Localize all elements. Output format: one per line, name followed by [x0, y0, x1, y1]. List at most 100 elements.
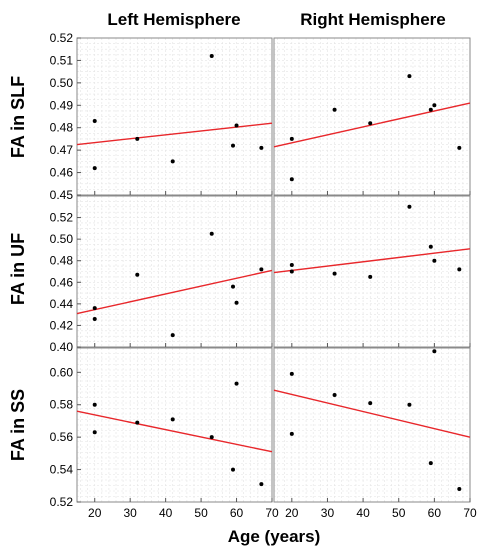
- panel-1-2: [273, 37, 471, 196]
- data-point: [209, 231, 214, 236]
- data-point: [170, 417, 175, 422]
- data-point: [332, 271, 337, 276]
- y-tick-label: 0.49: [50, 98, 74, 112]
- data-point: [92, 402, 97, 407]
- data-point: [170, 333, 175, 338]
- data-point: [428, 461, 433, 466]
- y-tick-label: 0.58: [50, 398, 74, 412]
- data-point: [432, 349, 437, 354]
- data-point: [289, 177, 294, 182]
- panel-frame: [76, 195, 273, 348]
- panel-2-2: [273, 195, 471, 348]
- data-point: [407, 74, 412, 79]
- data-point: [407, 402, 412, 407]
- panel-3-2: 20 30 40 50 60 70: [273, 347, 477, 520]
- data-point: [368, 401, 373, 406]
- data-point: [457, 267, 462, 272]
- x-tick-label: 60: [230, 506, 244, 520]
- data-point: [135, 272, 140, 277]
- data-point: [368, 274, 373, 279]
- y-tick-label: 0.54: [50, 463, 74, 477]
- panel-frame: [273, 347, 471, 503]
- x-tick-label: 30: [321, 506, 335, 520]
- data-point: [368, 121, 373, 126]
- data-point: [259, 267, 264, 272]
- data-point: [92, 118, 97, 123]
- data-point: [432, 103, 437, 108]
- data-point: [92, 316, 97, 321]
- y-tick-label: 0.44: [50, 297, 74, 311]
- data-point: [407, 204, 412, 209]
- row-title-ss: FA in SS: [8, 389, 28, 461]
- data-point: [231, 467, 235, 472]
- data-point: [289, 371, 294, 376]
- data-point: [135, 420, 140, 425]
- regression-line: [76, 269, 273, 315]
- col-title-right: Right Hemisphere: [300, 10, 445, 29]
- data-point: [428, 107, 433, 112]
- data-point: [289, 431, 294, 436]
- data-point: [332, 107, 337, 112]
- y-tick-label: 0.60: [50, 365, 74, 379]
- y-tick-label: 0.48: [50, 254, 74, 268]
- data-point: [332, 393, 337, 398]
- regression-line: [273, 102, 471, 148]
- data-point: [92, 306, 97, 311]
- y-tick-label: 0.42: [50, 318, 74, 332]
- data-point: [289, 269, 294, 274]
- data-point: [170, 159, 175, 164]
- data-point: [259, 145, 264, 150]
- data-point: [289, 136, 294, 141]
- y-tick-label: 0.45: [50, 188, 74, 202]
- y-tick-label: 0.52: [50, 31, 74, 45]
- data-point: [231, 143, 235, 148]
- panel-frame: [273, 37, 471, 196]
- panel-2-1: 0.40 0.42 0.44 0.46 0.48 0.50 0.52: [50, 195, 273, 354]
- x-tick-label: 50: [392, 506, 406, 520]
- x-tick-label: 50: [194, 506, 208, 520]
- x-tick-label: 20: [285, 506, 299, 520]
- y-tick-label: 0.51: [50, 53, 74, 67]
- panel-frame: [273, 195, 471, 348]
- y-tick-label: 0.40: [50, 340, 74, 354]
- data-point: [428, 244, 433, 249]
- regression-line: [273, 389, 471, 438]
- data-point: [92, 430, 97, 435]
- panel-frame: [76, 347, 273, 503]
- x-axis-label: Age (years): [228, 527, 321, 546]
- data-point: [289, 263, 294, 268]
- y-tick-label: 0.56: [50, 430, 74, 444]
- x-tick-label: 40: [159, 506, 173, 520]
- y-tick-label: 0.50: [50, 232, 74, 246]
- data-point: [259, 482, 264, 487]
- data-point: [234, 381, 239, 386]
- panel-frame: [76, 37, 273, 196]
- x-tick-label: 20: [88, 506, 102, 520]
- row-title-uf: FA in UF: [8, 233, 28, 305]
- x-tick-label: 60: [428, 506, 442, 520]
- regression-line: [76, 410, 273, 453]
- data-point: [231, 284, 235, 289]
- data-point: [135, 136, 140, 141]
- data-point: [92, 166, 97, 171]
- data-point: [234, 123, 239, 128]
- data-point: [209, 53, 214, 58]
- row-title-slf: FA in SLF: [8, 76, 28, 158]
- panels: 0.45 0.46 0.47 0.48 0.49 0.50 0.51 0.52 0.40 0.42…: [50, 31, 477, 520]
- data-point: [209, 435, 214, 440]
- x-tick-label: 40: [356, 506, 370, 520]
- x-tick-label: 70: [265, 506, 279, 520]
- regression-line: [76, 122, 273, 146]
- col-title-left: Left Hemisphere: [107, 10, 240, 29]
- y-tick-label: 0.47: [50, 143, 74, 157]
- data-point: [432, 258, 437, 263]
- panel-1-1: 0.45 0.46 0.47 0.48 0.49 0.50 0.51 0.52: [50, 31, 273, 202]
- x-tick-label: 30: [124, 506, 138, 520]
- y-tick-label: 0.52: [50, 211, 74, 225]
- data-point: [234, 300, 239, 305]
- y-tick-label: 0.46: [50, 275, 74, 289]
- y-tick-label: 0.50: [50, 76, 74, 90]
- y-tick-label: 0.52: [50, 495, 74, 509]
- regression-line: [273, 248, 471, 274]
